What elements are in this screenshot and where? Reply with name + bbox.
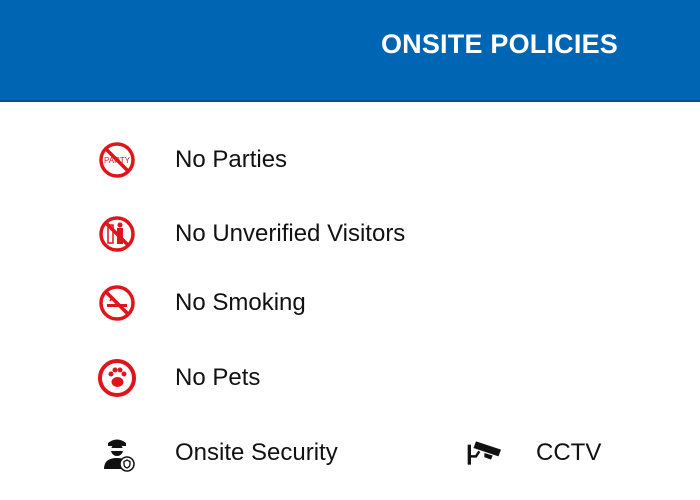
cctv-camera-icon [466, 433, 506, 473]
no-pets-icon [97, 358, 137, 398]
policy-label: No Parties [175, 146, 288, 173]
security-guard-icon [97, 433, 137, 473]
policy-label: No Smoking [175, 289, 306, 316]
policy-label: No Unverified Visitors [175, 220, 406, 247]
policy-label: CCTV [536, 439, 602, 466]
policy-no-parties: PARTY No Parties [97, 140, 287, 180]
policy-label: Onsite Security [175, 439, 338, 466]
no-party-icon: PARTY [97, 140, 137, 180]
no-smoking-icon [97, 283, 137, 323]
policy-label: No Pets [175, 364, 261, 391]
no-visitors-icon [97, 214, 137, 254]
policy-no-pets: No Pets [97, 358, 260, 398]
policy-cctv: CCTV [466, 433, 601, 473]
policy-no-unverified-visitors: No Unverified Visitors [97, 214, 405, 254]
policy-onsite-security: Onsite Security [97, 433, 338, 473]
policy-no-smoking: No Smoking [97, 283, 306, 323]
page-title: ONSITE POLICIES [380, 29, 618, 59]
header-banner: ONSITE POLICIES [0, 0, 700, 102]
